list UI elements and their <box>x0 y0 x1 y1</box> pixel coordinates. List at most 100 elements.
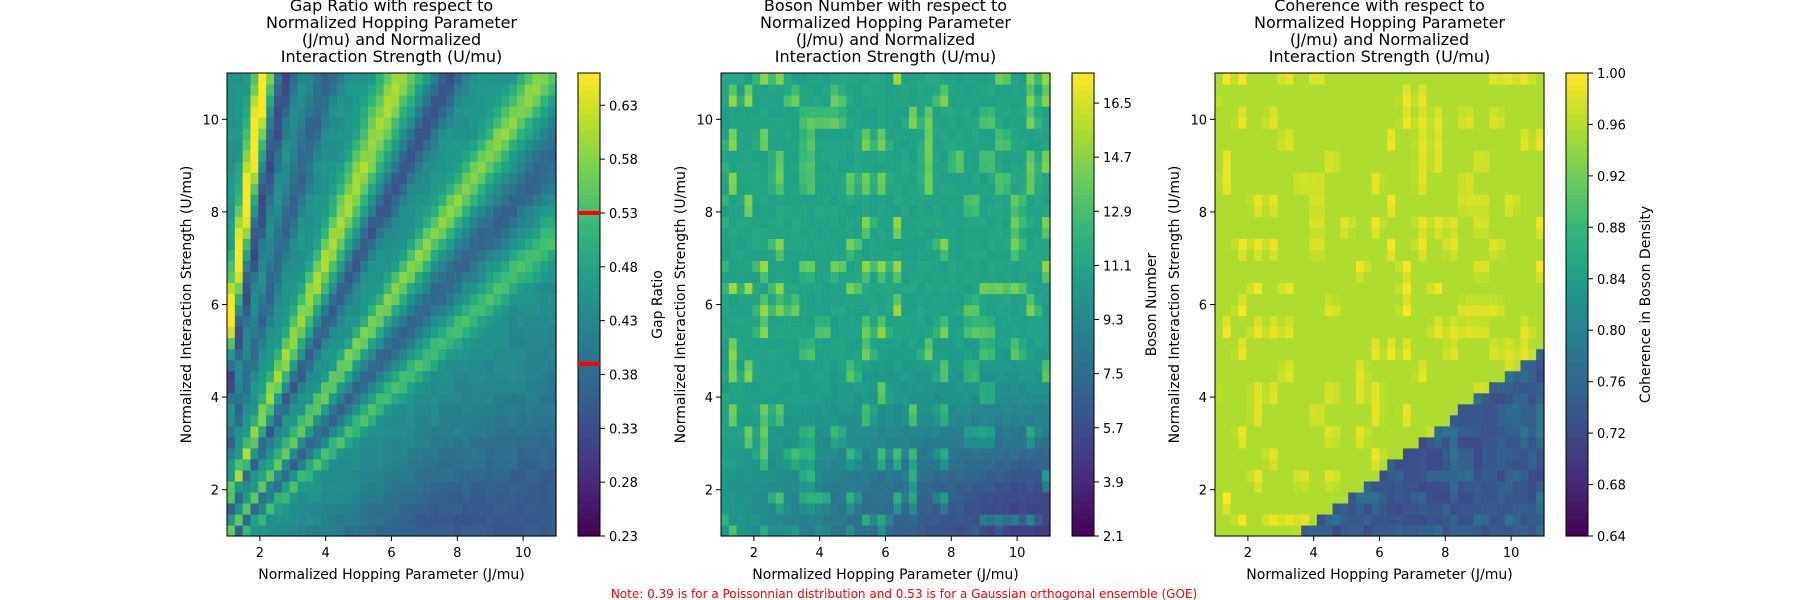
heatmap-cell <box>979 491 988 504</box>
heatmap-cell <box>516 260 526 273</box>
heatmap-cell <box>227 315 236 328</box>
heatmap-cell <box>1316 469 1326 482</box>
heatmap-cell <box>775 359 785 372</box>
heatmap-cell <box>352 370 361 383</box>
heatmap-cell <box>1363 139 1373 151</box>
heatmap-cell <box>399 348 408 361</box>
heatmap-cell <box>1262 205 1271 217</box>
heatmap-cell <box>274 106 283 118</box>
heatmap-cell <box>344 436 353 449</box>
heatmap-cell <box>956 293 965 306</box>
heatmap-cell <box>540 271 549 284</box>
heatmap-cell <box>234 260 244 273</box>
heatmap-cell <box>728 502 738 515</box>
heatmap-cell <box>783 95 793 107</box>
x-tick-label: 6 <box>881 546 889 561</box>
heatmap-cell <box>344 392 353 405</box>
heatmap-cell <box>924 227 934 239</box>
heatmap-cell <box>909 271 918 284</box>
heatmap-cell <box>532 370 541 383</box>
heatmap-cell <box>721 183 730 195</box>
heatmap-cell <box>328 293 338 306</box>
heatmap-cell <box>321 271 330 284</box>
heatmap-cell <box>1277 282 1287 295</box>
heatmap-cell <box>1246 348 1255 361</box>
heatmap-cell <box>328 260 338 273</box>
heatmap-cell <box>815 513 824 526</box>
heatmap-cell <box>1222 271 1232 284</box>
heatmap-cell <box>940 139 949 151</box>
heatmap-cell <box>1230 293 1240 306</box>
heatmap-cell <box>399 73 408 85</box>
heatmap-cell <box>281 381 291 394</box>
heatmap-cell <box>516 315 526 328</box>
heatmap-cell <box>1018 524 1028 537</box>
heatmap-cell <box>1010 524 1020 537</box>
heatmap-cell <box>321 238 330 250</box>
heatmap-cell <box>1010 205 1020 217</box>
heatmap-cell <box>846 447 855 460</box>
heatmap-cell <box>877 106 887 118</box>
heatmap-cell <box>1387 436 1396 449</box>
heatmap-cell <box>430 227 440 239</box>
heatmap-cell <box>305 139 314 151</box>
heatmap-cell <box>383 73 393 85</box>
heatmap-cell <box>1340 491 1349 504</box>
heatmap-cell <box>344 480 353 493</box>
heatmap-cell <box>422 348 432 361</box>
heatmap-cell <box>422 128 432 140</box>
colorbar-segment <box>1072 507 1094 514</box>
heatmap-cell <box>987 106 996 118</box>
heatmap-cell <box>274 238 283 250</box>
heatmap-cell <box>760 458 769 471</box>
heatmap-cell <box>344 194 353 206</box>
heatmap-cell <box>752 326 761 339</box>
heatmap-cell <box>963 436 973 449</box>
heatmap-cell <box>760 348 769 361</box>
heatmap-cell <box>1010 469 1020 482</box>
heatmap-cell <box>854 326 863 339</box>
heatmap-cell <box>242 150 252 162</box>
heatmap-cell <box>477 447 487 460</box>
heatmap-cell <box>234 84 244 96</box>
colorbar-tick-label: 0.63 <box>609 99 638 114</box>
heatmap-cell <box>399 139 408 151</box>
heatmap-cell <box>846 315 855 328</box>
heatmap-cell <box>462 513 471 526</box>
colorbar-segment <box>1072 345 1094 352</box>
heatmap-cell <box>548 392 557 405</box>
heatmap-cell <box>799 436 808 449</box>
heatmap-cell <box>289 304 299 317</box>
heatmap-cell <box>313 469 322 482</box>
heatmap-cell <box>846 205 855 217</box>
heatmap-cell <box>281 117 291 129</box>
heatmap-cell <box>1222 480 1232 493</box>
heatmap-cell <box>485 73 494 85</box>
heatmap-cell <box>893 403 902 416</box>
heatmap-cell <box>258 392 267 405</box>
heatmap-cell <box>532 447 541 460</box>
heatmap-cell <box>1418 491 1428 504</box>
heatmap-cell <box>281 348 291 361</box>
heatmap-cell <box>948 205 957 217</box>
heatmap-cell <box>822 436 832 449</box>
heatmap-cell <box>901 425 910 438</box>
heatmap-cell <box>807 293 816 306</box>
heatmap-cell <box>1356 293 1365 306</box>
heatmap-cell <box>1010 271 1020 284</box>
heatmap-cell <box>462 117 471 129</box>
heatmap-cell <box>1418 183 1428 195</box>
heatmap-cell <box>430 469 440 482</box>
heatmap-cell <box>760 447 769 460</box>
heatmap-cell <box>415 172 424 184</box>
colorbar-segment <box>1072 350 1094 358</box>
heatmap-cell <box>830 403 840 416</box>
heatmap-cell <box>368 392 377 405</box>
heatmap-cell <box>336 425 346 438</box>
heatmap-cell <box>916 293 926 306</box>
heatmap-cell <box>532 403 541 416</box>
heatmap-cell <box>242 337 252 350</box>
heatmap-cell <box>1034 194 1043 206</box>
heatmap-cell <box>995 249 1004 261</box>
heatmap-cell <box>438 117 447 129</box>
